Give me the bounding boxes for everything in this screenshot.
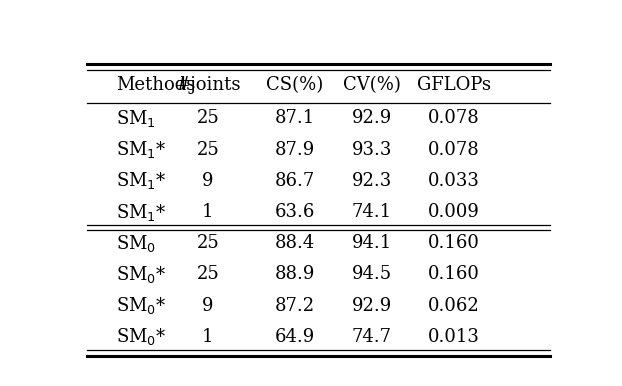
- Text: SM$_0$: SM$_0$: [116, 233, 157, 254]
- Text: 0.033: 0.033: [428, 172, 480, 190]
- Text: 88.4: 88.4: [274, 234, 315, 252]
- Text: SM$_1$: SM$_1$: [116, 108, 156, 129]
- Text: SM$_0$*: SM$_0$*: [116, 326, 167, 347]
- Text: SM$_1$*: SM$_1$*: [116, 170, 167, 191]
- Text: 94.5: 94.5: [351, 266, 392, 283]
- Text: 1: 1: [202, 328, 213, 346]
- Text: 25: 25: [197, 266, 220, 283]
- Text: 87.9: 87.9: [274, 141, 315, 159]
- Text: 88.9: 88.9: [274, 266, 315, 283]
- Text: 87.1: 87.1: [274, 109, 315, 127]
- Text: 63.6: 63.6: [274, 203, 315, 221]
- Text: 94.1: 94.1: [351, 234, 392, 252]
- Text: 9: 9: [202, 172, 213, 190]
- Text: 0.078: 0.078: [428, 141, 480, 159]
- Text: 86.7: 86.7: [274, 172, 315, 190]
- Text: 92.9: 92.9: [351, 109, 392, 127]
- Text: 0.078: 0.078: [428, 109, 480, 127]
- Text: CS(%): CS(%): [266, 76, 323, 94]
- Text: 25: 25: [197, 234, 220, 252]
- Text: 0.009: 0.009: [428, 203, 480, 221]
- Text: 0.160: 0.160: [428, 234, 480, 252]
- Text: CV(%): CV(%): [343, 76, 401, 94]
- Text: 25: 25: [197, 141, 220, 159]
- Text: Methods: Methods: [116, 76, 196, 94]
- Text: 87.2: 87.2: [274, 297, 315, 315]
- Text: 1: 1: [202, 203, 213, 221]
- Text: SM$_1$*: SM$_1$*: [116, 201, 167, 222]
- Text: 92.3: 92.3: [351, 172, 392, 190]
- Text: 74.7: 74.7: [352, 328, 392, 346]
- Text: 9: 9: [202, 297, 213, 315]
- Text: 0.013: 0.013: [428, 328, 480, 346]
- Text: 0.062: 0.062: [428, 297, 480, 315]
- Text: 93.3: 93.3: [351, 141, 392, 159]
- Text: SM$_1$*: SM$_1$*: [116, 139, 167, 160]
- Text: #joints: #joints: [175, 76, 241, 94]
- Text: SM$_0$*: SM$_0$*: [116, 264, 167, 285]
- Text: GFLOPs: GFLOPs: [417, 76, 491, 94]
- Text: 92.9: 92.9: [351, 297, 392, 315]
- Text: 74.1: 74.1: [351, 203, 392, 221]
- Text: 25: 25: [197, 109, 220, 127]
- Text: 0.160: 0.160: [428, 266, 480, 283]
- Text: 64.9: 64.9: [274, 328, 315, 346]
- Text: SM$_0$*: SM$_0$*: [116, 295, 167, 316]
